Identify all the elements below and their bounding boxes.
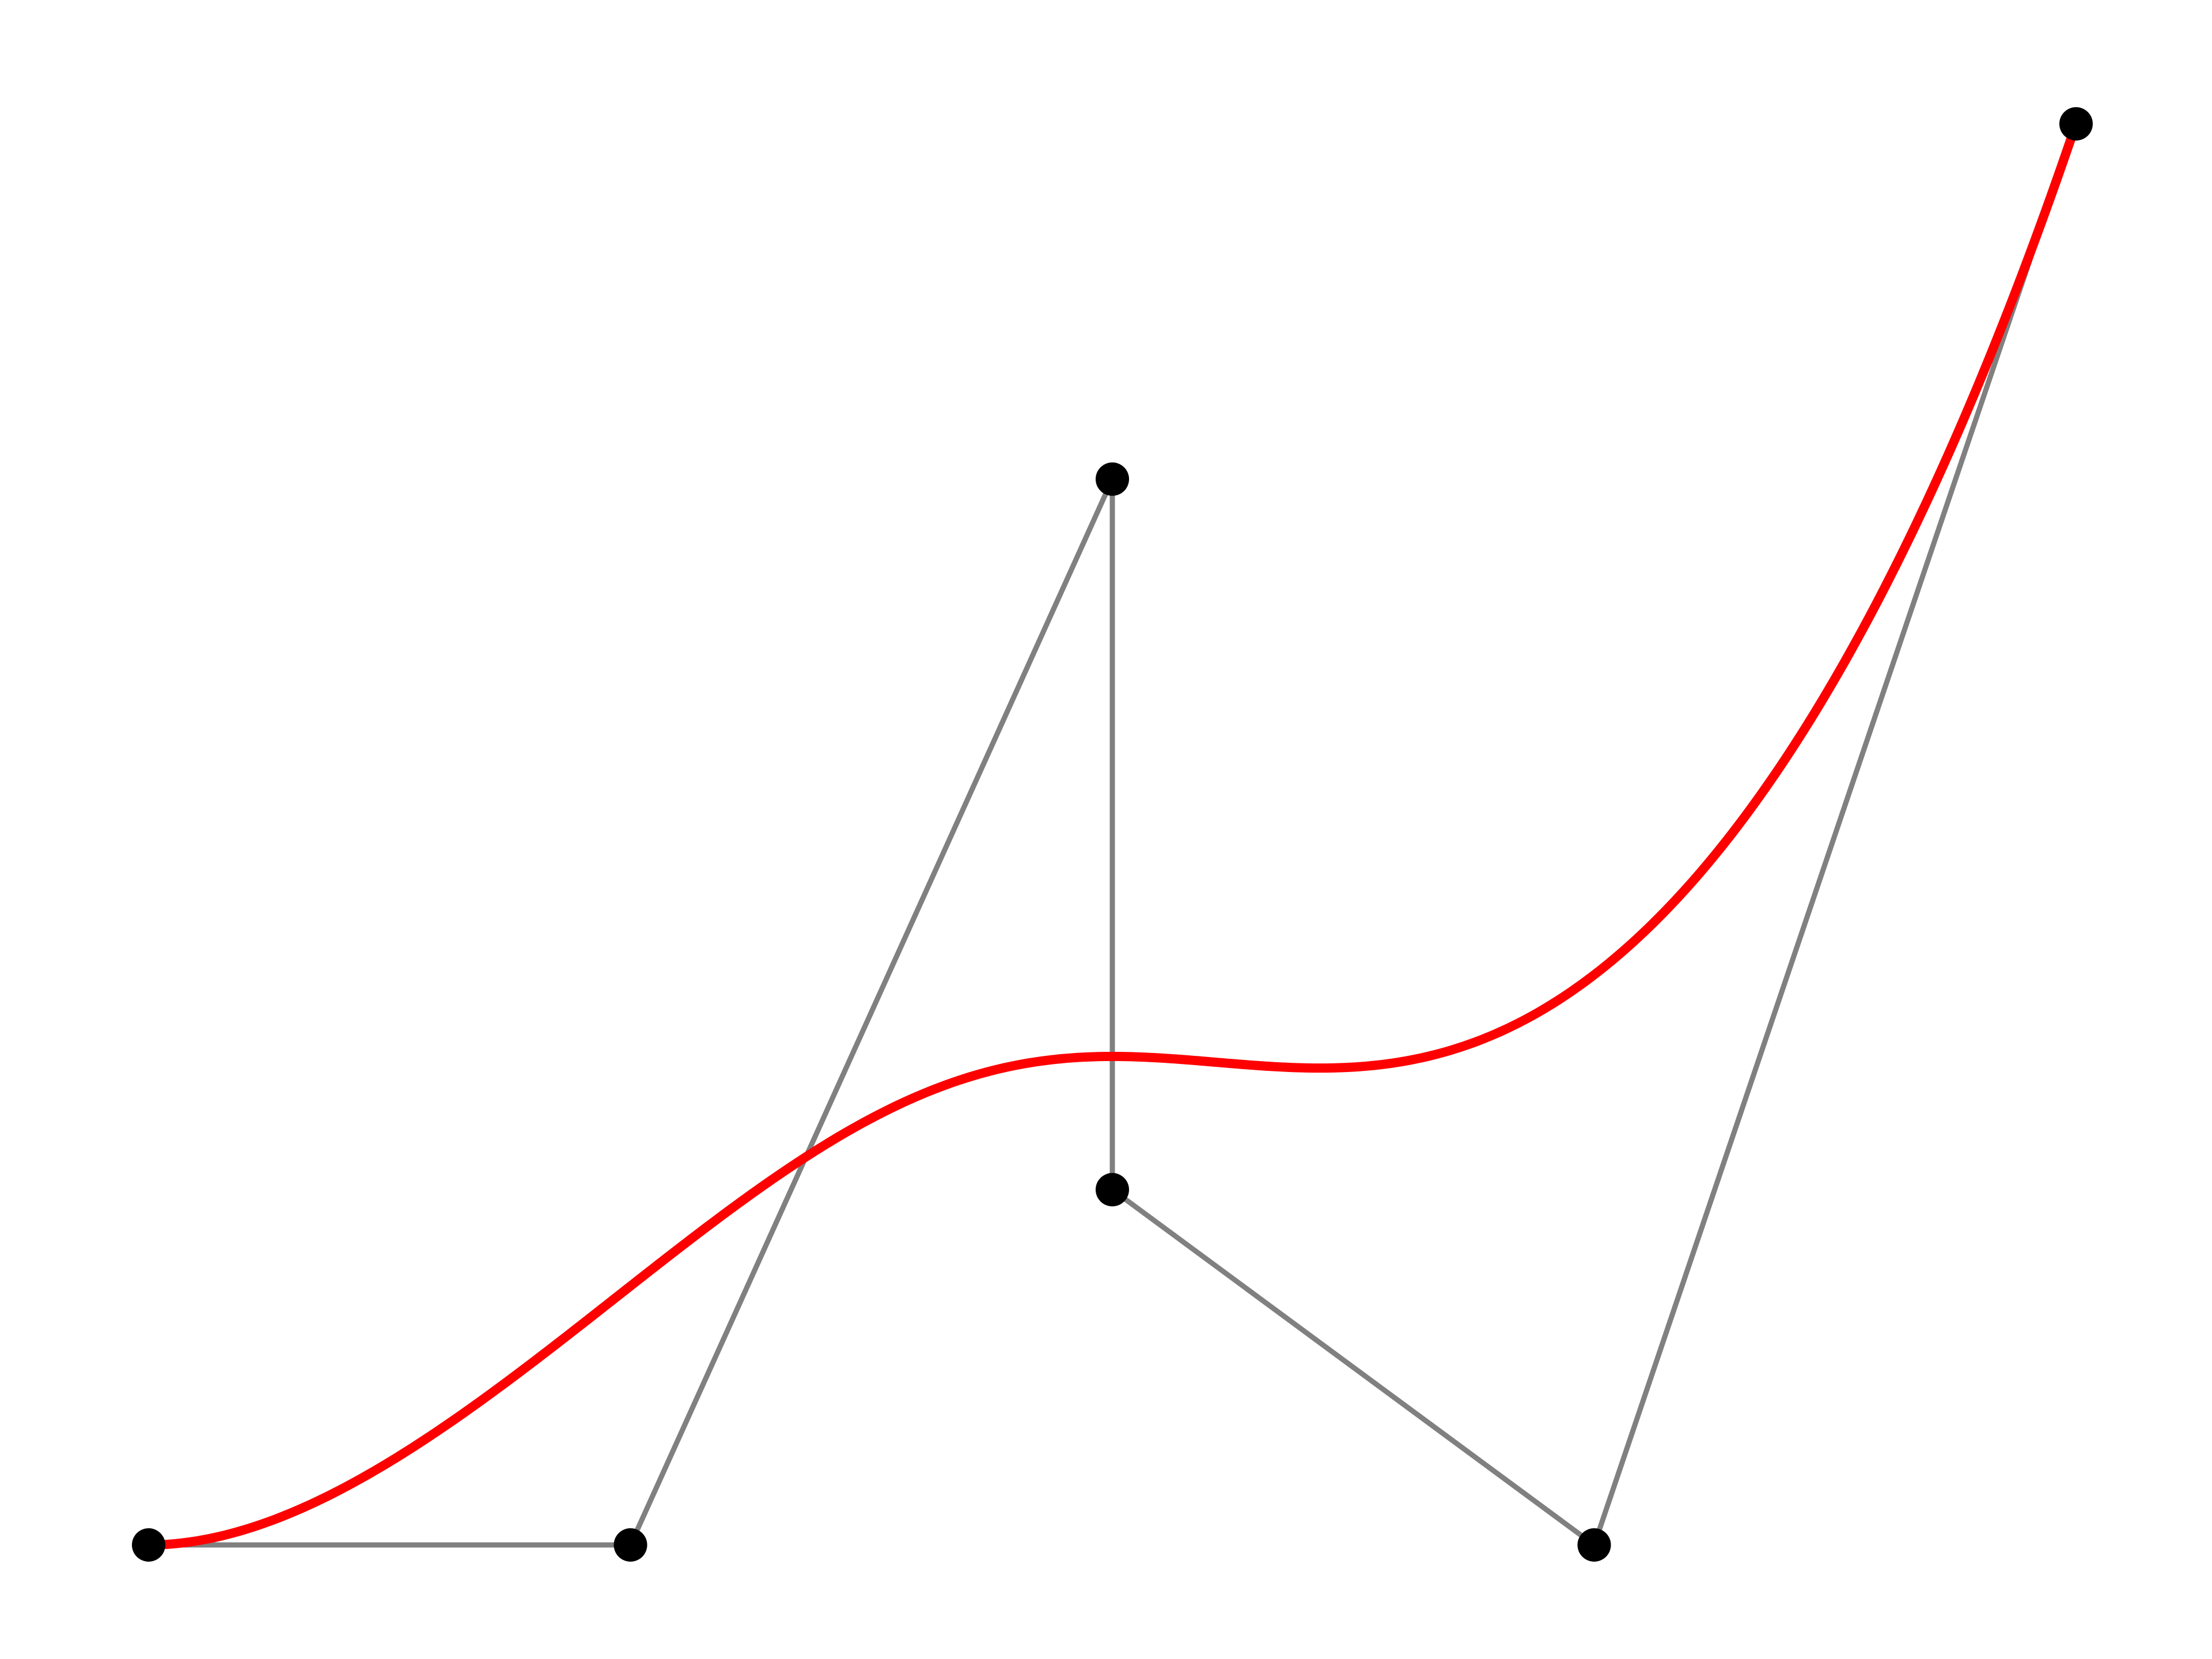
control-polygon-segment bbox=[1592, 121, 2079, 1548]
control-polygon-segment bbox=[1109, 1187, 1597, 1548]
control-point-2 bbox=[1096, 462, 1129, 496]
control-point-1 bbox=[613, 1528, 647, 1562]
control-point-3 bbox=[1096, 1173, 1129, 1207]
control-polygon bbox=[146, 121, 2079, 1548]
control-polygon-segment bbox=[628, 476, 1115, 1548]
control-point-4 bbox=[1577, 1528, 1611, 1562]
control-point-5 bbox=[2059, 107, 2093, 141]
control-point-0 bbox=[132, 1528, 165, 1562]
control-points bbox=[132, 107, 2093, 1562]
bezier-curve bbox=[144, 119, 2081, 1550]
bezier-curve-group bbox=[144, 119, 2081, 1550]
